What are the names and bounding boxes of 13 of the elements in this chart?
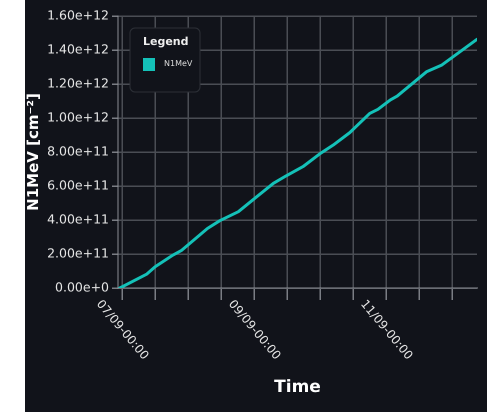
y-tick-label: 8.00e+11 [47, 143, 109, 158]
y-tick-label: 1.20e+12 [47, 75, 109, 90]
y-tick-label: 0.00e+0 [55, 279, 110, 294]
y-tick-label: 1.40e+12 [47, 41, 109, 56]
legend-label: N1MeV [164, 59, 193, 68]
y-tick-label: 6.00e+11 [47, 177, 109, 192]
y-tick-label: 4.00e+11 [47, 211, 109, 226]
y-tick-label: 1.60e+12 [47, 7, 109, 22]
y-axis-title: N1MeV [cm⁻²] [24, 93, 42, 211]
x-axis-title: Time [274, 377, 321, 398]
legend-title: Legend [143, 34, 189, 48]
y-tick-label: 2.00e+11 [47, 245, 109, 260]
y-tick-label: 1.00e+12 [47, 109, 109, 124]
